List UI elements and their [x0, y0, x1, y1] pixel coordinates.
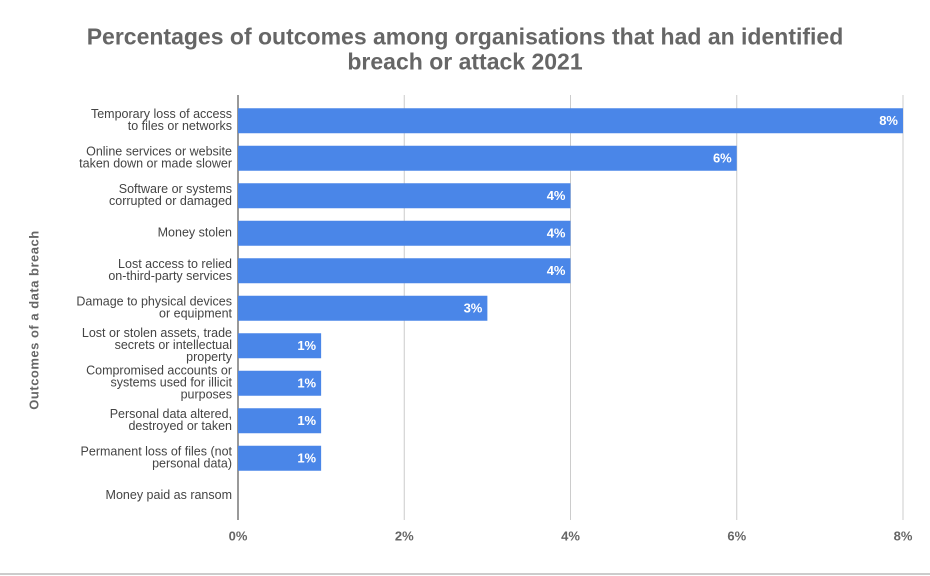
- x-tick-label: 0%: [229, 528, 248, 543]
- value-label: 1%: [297, 413, 316, 428]
- y-tick-label: Software or systems corrupted or damaged: [109, 182, 232, 208]
- bar: [238, 370, 322, 396]
- y-tick-label: Damage to physical devices or equipment: [76, 295, 232, 321]
- bar: [238, 108, 903, 134]
- x-tick-label: 8%: [894, 528, 913, 543]
- y-tick-label: Permanent loss of files (not personal dat…: [81, 445, 233, 471]
- bar: [238, 333, 322, 359]
- bar: [238, 258, 571, 284]
- y-tick-label: Money stolen: [158, 226, 232, 240]
- y-axis-title: Outcomes of a data breach: [26, 230, 41, 409]
- chart-title: Percentages of outcomes among organisati…: [87, 24, 844, 75]
- y-tick-label: Online services or website taken down or …: [79, 145, 232, 171]
- value-label: 4%: [547, 188, 566, 203]
- value-label: 1%: [297, 338, 316, 353]
- value-label: 4%: [547, 263, 566, 278]
- value-label: 4%: [547, 226, 566, 241]
- bar: [238, 183, 571, 209]
- bar: [238, 220, 571, 246]
- bar: [238, 295, 488, 321]
- value-label: 6%: [713, 151, 732, 166]
- y-tick-label: Lost or stolen assets, trade secrets or i…: [82, 326, 233, 364]
- x-tick-label: 4%: [561, 528, 580, 543]
- bar: [238, 145, 737, 171]
- x-tick-label: 2%: [395, 528, 414, 543]
- bar: [238, 445, 322, 471]
- y-tick-label: Personal data altered, destroyed or taken: [110, 407, 232, 433]
- y-tick-label: Compromised accounts or systems used for …: [86, 364, 232, 402]
- y-tick-label: Temporary loss of access to files or netw…: [91, 107, 232, 133]
- value-label: 8%: [879, 113, 898, 128]
- value-label: 1%: [297, 451, 316, 466]
- x-tick-label: 6%: [727, 528, 746, 543]
- y-tick-label: Lost access to relied on-third-party serv…: [108, 257, 232, 283]
- value-label: 1%: [297, 376, 316, 391]
- value-label: 3%: [464, 301, 483, 316]
- y-tick-label: Money paid as ransom: [106, 488, 232, 502]
- bar: [238, 408, 322, 434]
